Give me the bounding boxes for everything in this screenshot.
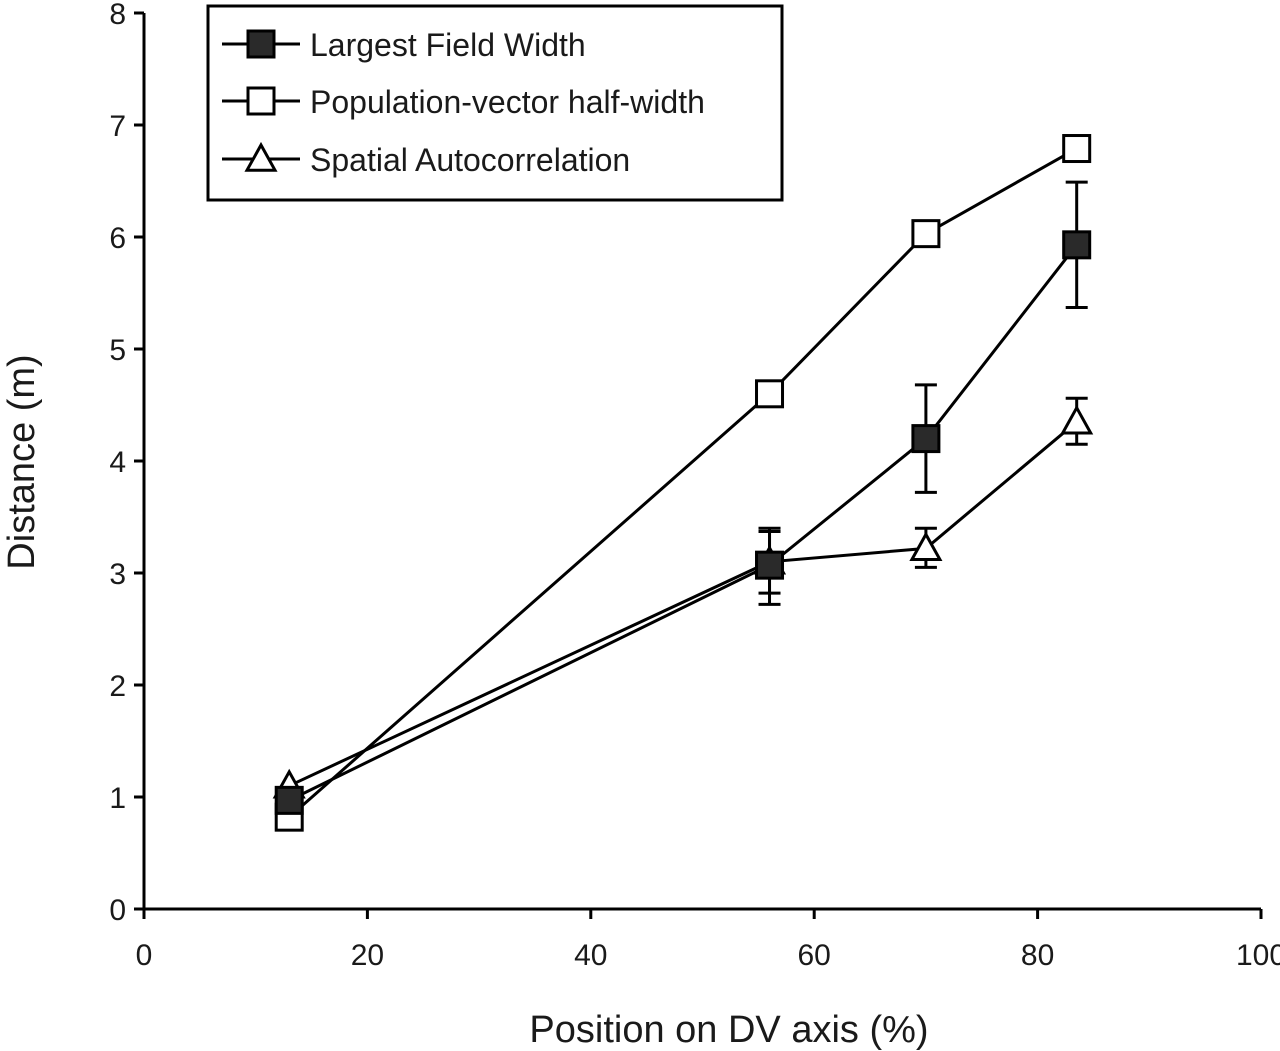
data-point — [1060, 404, 1094, 435]
x-tick-label: 0 — [136, 939, 153, 972]
data-point — [911, 424, 941, 454]
series-line — [288, 147, 1078, 819]
legend-box — [206, 4, 784, 202]
series-line — [288, 243, 1078, 802]
series-layer — [272, 134, 1094, 832]
legend-entry: Population-vector half-width — [222, 84, 705, 120]
series-line — [288, 420, 1078, 788]
legend-label: Population-vector half-width — [310, 84, 705, 120]
legend-marker — [246, 86, 276, 116]
y-tick-label: 8 — [109, 0, 126, 31]
legend-label: Largest Field Width — [310, 27, 586, 63]
y-tick-label: 2 — [109, 670, 126, 703]
series-2 — [272, 396, 1094, 799]
y-axis-label: Distance (m) — [1, 354, 43, 569]
y-tick-label: 4 — [109, 446, 126, 479]
y-tick-label: 5 — [109, 334, 126, 367]
x-tick-label: 80 — [1021, 939, 1054, 972]
legend: Largest Field Width Population-vector hal… — [206, 4, 784, 202]
y-tick-label: 7 — [109, 110, 126, 143]
x-tick-label: 60 — [798, 939, 831, 972]
data-point — [274, 785, 304, 815]
data-point — [755, 379, 785, 409]
x-tick-label: 100 — [1236, 939, 1280, 972]
y-tick-label: 3 — [109, 558, 126, 591]
legend-entry: Spatial Autocorrelation — [222, 141, 630, 178]
series-0 — [274, 180, 1092, 815]
data-point — [911, 219, 941, 249]
data-point — [755, 550, 785, 580]
data-point — [1062, 230, 1092, 260]
x-tick-label: 20 — [351, 939, 384, 972]
legend-marker — [244, 141, 278, 172]
data-point — [909, 531, 943, 562]
y-tick-label: 0 — [109, 894, 126, 927]
y-tick-label: 1 — [109, 782, 126, 815]
x-tick-label: 40 — [574, 939, 607, 972]
data-point — [1062, 134, 1092, 164]
series-1 — [274, 134, 1092, 832]
y-tick-label: 6 — [109, 222, 126, 255]
legend-entry: Largest Field Width — [222, 27, 586, 63]
legend-marker — [246, 29, 276, 59]
legend-label: Spatial Autocorrelation — [310, 142, 630, 178]
x-axis-label: Position on DV axis (%) — [529, 1009, 928, 1051]
